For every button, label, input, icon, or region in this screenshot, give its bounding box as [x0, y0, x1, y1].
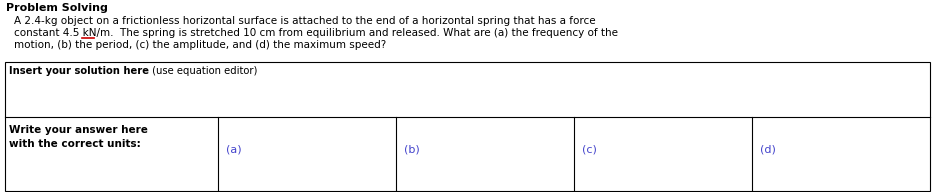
Text: motion, (b) the period, (c) the amplitude, and (d) the maximum speed?: motion, (b) the period, (c) the amplitud…	[14, 40, 386, 50]
Text: A 2.4-kg object on a frictionless horizontal surface is attached to the end of a: A 2.4-kg object on a frictionless horizo…	[14, 16, 596, 26]
Text: constant 4.5 kN/m.  The spring is stretched 10 cm from equilibrium and released.: constant 4.5 kN/m. The spring is stretch…	[14, 28, 618, 38]
Text: Problem Solving: Problem Solving	[6, 3, 108, 13]
Text: with the correct units:: with the correct units:	[9, 139, 141, 149]
Text: (b): (b)	[404, 144, 420, 154]
Text: (d): (d)	[760, 144, 776, 154]
Text: Insert your solution here: Insert your solution here	[9, 66, 149, 76]
Text: Write your answer here: Write your answer here	[9, 125, 148, 135]
Text: (c): (c)	[582, 144, 597, 154]
Text: (a): (a)	[226, 144, 241, 154]
Text: (use equation editor): (use equation editor)	[149, 66, 257, 76]
Bar	[5, 62, 930, 191]
